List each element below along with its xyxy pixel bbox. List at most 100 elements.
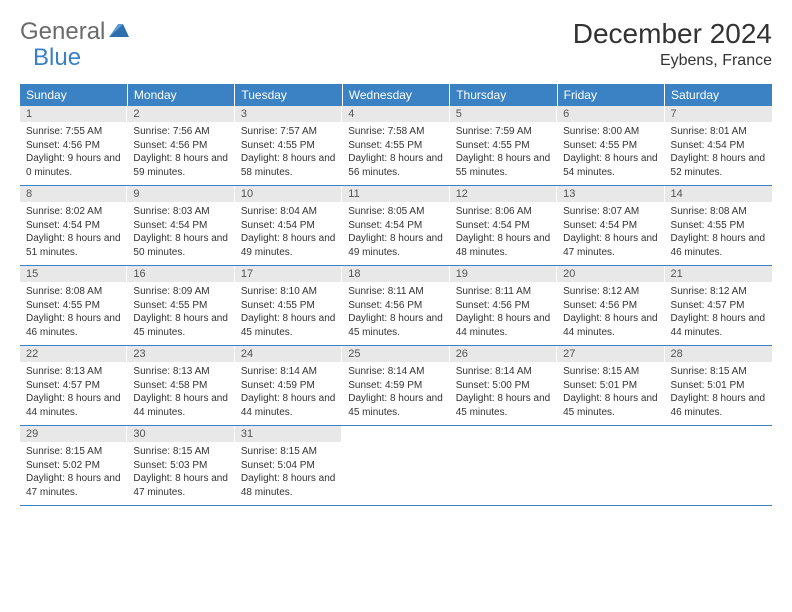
day-number: 12 [450, 186, 557, 202]
day-number: 5 [450, 106, 557, 122]
day-cell: 1Sunrise: 7:55 AMSunset: 4:56 PMDaylight… [20, 106, 127, 186]
day-content: Sunrise: 8:11 AMSunset: 4:56 PMDaylight:… [450, 282, 557, 345]
day-number: 29 [20, 426, 127, 442]
day-number: 20 [557, 266, 664, 282]
day-number: 16 [127, 266, 234, 282]
day-number: 25 [342, 346, 449, 362]
day-cell: 29Sunrise: 8:15 AMSunset: 5:02 PMDayligh… [20, 426, 127, 506]
day-cell: 12Sunrise: 8:06 AMSunset: 4:54 PMDayligh… [450, 186, 557, 266]
day-number: 13 [557, 186, 664, 202]
day-number: 1 [20, 106, 127, 122]
day-content: Sunrise: 8:15 AMSunset: 5:02 PMDaylight:… [20, 442, 127, 505]
day-content: Sunrise: 8:12 AMSunset: 4:57 PMDaylight:… [665, 282, 772, 345]
day-content: Sunrise: 8:00 AMSunset: 4:55 PMDaylight:… [557, 122, 664, 185]
week-row: 22Sunrise: 8:13 AMSunset: 4:57 PMDayligh… [20, 346, 772, 426]
day-cell: 2Sunrise: 7:56 AMSunset: 4:56 PMDaylight… [127, 106, 234, 186]
day-cell: 9Sunrise: 8:03 AMSunset: 4:54 PMDaylight… [127, 186, 234, 266]
day-content: Sunrise: 8:12 AMSunset: 4:56 PMDaylight:… [557, 282, 664, 345]
day-number: 17 [235, 266, 342, 282]
day-header: Monday [127, 84, 234, 106]
day-cell: 20Sunrise: 8:12 AMSunset: 4:56 PMDayligh… [557, 266, 664, 346]
day-content: Sunrise: 8:03 AMSunset: 4:54 PMDaylight:… [127, 202, 234, 265]
day-content: Sunrise: 8:02 AMSunset: 4:54 PMDaylight:… [20, 202, 127, 265]
day-content: Sunrise: 8:13 AMSunset: 4:57 PMDaylight:… [20, 362, 127, 425]
day-content: Sunrise: 7:56 AMSunset: 4:56 PMDaylight:… [127, 122, 234, 185]
location: Eybens, France [573, 52, 772, 70]
day-cell: 7Sunrise: 8:01 AMSunset: 4:54 PMDaylight… [665, 106, 772, 186]
day-cell: 14Sunrise: 8:08 AMSunset: 4:55 PMDayligh… [665, 186, 772, 266]
day-header: Tuesday [235, 84, 342, 106]
day-content: Sunrise: 8:08 AMSunset: 4:55 PMDaylight:… [665, 202, 772, 265]
title-block: December 2024 Eybens, France [573, 18, 772, 70]
day-content: Sunrise: 8:14 AMSunset: 4:59 PMDaylight:… [235, 362, 342, 425]
day-header-row: SundayMondayTuesdayWednesdayThursdayFrid… [20, 84, 772, 106]
day-cell: 15Sunrise: 8:08 AMSunset: 4:55 PMDayligh… [20, 266, 127, 346]
day-number: 31 [235, 426, 342, 442]
day-cell: 24Sunrise: 8:14 AMSunset: 4:59 PMDayligh… [235, 346, 342, 426]
day-content: Sunrise: 8:14 AMSunset: 4:59 PMDaylight:… [342, 362, 449, 425]
day-number: 11 [342, 186, 449, 202]
day-content: Sunrise: 8:09 AMSunset: 4:55 PMDaylight:… [127, 282, 234, 345]
day-content: Sunrise: 8:15 AMSunset: 5:01 PMDaylight:… [557, 362, 664, 425]
day-cell: 19Sunrise: 8:11 AMSunset: 4:56 PMDayligh… [450, 266, 557, 346]
week-row: 15Sunrise: 8:08 AMSunset: 4:55 PMDayligh… [20, 266, 772, 346]
day-cell: 4Sunrise: 7:58 AMSunset: 4:55 PMDaylight… [342, 106, 449, 186]
week-row: 1Sunrise: 7:55 AMSunset: 4:56 PMDaylight… [20, 106, 772, 186]
day-header: Sunday [20, 84, 127, 106]
day-number: 15 [20, 266, 127, 282]
logo: General [20, 18, 133, 46]
day-cell: 6Sunrise: 8:00 AMSunset: 4:55 PMDaylight… [557, 106, 664, 186]
day-number: 24 [235, 346, 342, 362]
day-number: 2 [127, 106, 234, 122]
day-cell: 26Sunrise: 8:14 AMSunset: 5:00 PMDayligh… [450, 346, 557, 426]
day-number: 9 [127, 186, 234, 202]
day-cell: 27Sunrise: 8:15 AMSunset: 5:01 PMDayligh… [557, 346, 664, 426]
day-number: 19 [450, 266, 557, 282]
day-number: 27 [557, 346, 664, 362]
day-cell: 31Sunrise: 8:15 AMSunset: 5:04 PMDayligh… [235, 426, 342, 506]
day-number: 22 [20, 346, 127, 362]
day-number: 28 [665, 346, 772, 362]
day-content: Sunrise: 8:15 AMSunset: 5:03 PMDaylight:… [127, 442, 234, 505]
day-number: 14 [665, 186, 772, 202]
day-number: 4 [342, 106, 449, 122]
day-content: Sunrise: 8:14 AMSunset: 5:00 PMDaylight:… [450, 362, 557, 425]
day-cell: 30Sunrise: 8:15 AMSunset: 5:03 PMDayligh… [127, 426, 234, 506]
day-number: 21 [665, 266, 772, 282]
day-cell: 25Sunrise: 8:14 AMSunset: 4:59 PMDayligh… [342, 346, 449, 426]
day-cell: 10Sunrise: 8:04 AMSunset: 4:54 PMDayligh… [235, 186, 342, 266]
day-content: Sunrise: 7:58 AMSunset: 4:55 PMDaylight:… [342, 122, 449, 185]
day-content: Sunrise: 8:13 AMSunset: 4:58 PMDaylight:… [127, 362, 234, 425]
day-cell: 21Sunrise: 8:12 AMSunset: 4:57 PMDayligh… [665, 266, 772, 346]
day-content: Sunrise: 8:15 AMSunset: 5:04 PMDaylight:… [235, 442, 342, 505]
day-cell: 3Sunrise: 7:57 AMSunset: 4:55 PMDaylight… [235, 106, 342, 186]
day-number: 3 [235, 106, 342, 122]
day-content: Sunrise: 7:55 AMSunset: 4:56 PMDaylight:… [20, 122, 127, 185]
logo-text-blue: Blue [33, 44, 81, 71]
day-cell: 23Sunrise: 8:13 AMSunset: 4:58 PMDayligh… [127, 346, 234, 426]
calendar-table: SundayMondayTuesdayWednesdayThursdayFrid… [20, 84, 772, 506]
day-number: 10 [235, 186, 342, 202]
day-header: Wednesday [342, 84, 449, 106]
day-number: 18 [342, 266, 449, 282]
day-number: 23 [127, 346, 234, 362]
day-content: Sunrise: 7:57 AMSunset: 4:55 PMDaylight:… [235, 122, 342, 185]
logo-triangle-icon [109, 21, 131, 44]
day-number: 30 [127, 426, 234, 442]
week-row: 29Sunrise: 8:15 AMSunset: 5:02 PMDayligh… [20, 426, 772, 506]
day-cell: 28Sunrise: 8:15 AMSunset: 5:01 PMDayligh… [665, 346, 772, 426]
day-number: 6 [557, 106, 664, 122]
day-header: Thursday [450, 84, 557, 106]
day-cell [450, 426, 557, 506]
day-cell [557, 426, 664, 506]
day-cell: 13Sunrise: 8:07 AMSunset: 4:54 PMDayligh… [557, 186, 664, 266]
month-title: December 2024 [573, 18, 772, 50]
day-content: Sunrise: 8:07 AMSunset: 4:54 PMDaylight:… [557, 202, 664, 265]
day-content: Sunrise: 8:05 AMSunset: 4:54 PMDaylight:… [342, 202, 449, 265]
day-cell: 8Sunrise: 8:02 AMSunset: 4:54 PMDaylight… [20, 186, 127, 266]
day-content: Sunrise: 8:10 AMSunset: 4:55 PMDaylight:… [235, 282, 342, 345]
day-cell [342, 426, 449, 506]
day-content: Sunrise: 8:08 AMSunset: 4:55 PMDaylight:… [20, 282, 127, 345]
day-cell: 16Sunrise: 8:09 AMSunset: 4:55 PMDayligh… [127, 266, 234, 346]
day-header: Saturday [665, 84, 772, 106]
